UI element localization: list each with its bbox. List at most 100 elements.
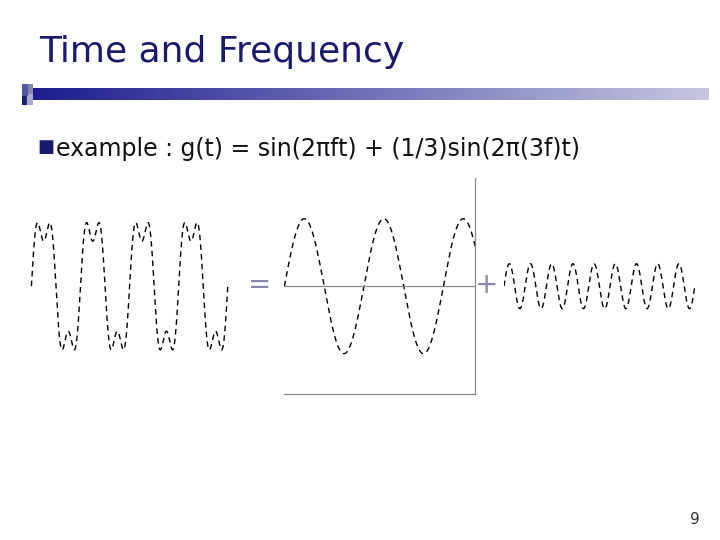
Bar	[127, 88, 131, 100]
Bar	[72, 88, 76, 100]
Bar	[93, 88, 96, 100]
Bar	[467, 88, 470, 100]
Text: ■: ■	[37, 138, 55, 156]
Bar	[521, 88, 525, 100]
Bar	[526, 88, 529, 100]
Bar	[402, 88, 406, 100]
Bar	[423, 88, 426, 100]
Bar	[652, 88, 656, 100]
Bar	[489, 88, 492, 100]
Bar	[608, 88, 612, 100]
Bar	[595, 88, 598, 100]
Bar	[508, 88, 511, 100]
Bar	[239, 88, 243, 100]
Bar	[37, 88, 41, 100]
Bar	[125, 88, 128, 100]
Bar	[622, 88, 626, 100]
Bar	[377, 88, 381, 100]
Bar	[150, 88, 153, 100]
Text: example : g(t) = sin(2πft) + (1/3)sin(2π(3f)t): example : g(t) = sin(2πft) + (1/3)sin(2π…	[56, 137, 580, 160]
Bar	[109, 88, 112, 100]
Bar	[618, 88, 621, 100]
Bar	[141, 88, 145, 100]
Bar	[647, 88, 651, 100]
Bar	[258, 88, 261, 100]
Bar	[537, 88, 541, 100]
Bar	[512, 88, 516, 100]
Bar	[166, 88, 170, 100]
Bar	[70, 88, 73, 100]
Bar	[487, 88, 490, 100]
Bar	[407, 88, 410, 100]
Bar	[551, 88, 554, 100]
Bar	[448, 88, 451, 100]
Bar	[152, 88, 156, 100]
Bar	[148, 88, 151, 100]
Bar	[634, 88, 637, 100]
Bar	[27, 84, 33, 94]
Bar	[42, 88, 46, 100]
Bar	[366, 88, 369, 100]
Bar	[363, 88, 366, 100]
Bar	[434, 88, 438, 100]
Text: 9: 9	[690, 511, 700, 526]
Bar	[91, 88, 94, 100]
Bar	[544, 88, 548, 100]
Bar	[68, 88, 71, 100]
Bar	[287, 88, 291, 100]
Bar	[384, 88, 387, 100]
Bar	[136, 88, 140, 100]
Bar	[145, 88, 149, 100]
Bar	[345, 88, 348, 100]
Bar	[546, 88, 550, 100]
Bar	[588, 88, 591, 100]
Bar	[81, 88, 85, 100]
Bar	[535, 88, 539, 100]
Bar	[308, 88, 312, 100]
Bar	[477, 88, 482, 100]
Bar	[611, 88, 614, 100]
Bar	[223, 88, 227, 100]
Bar	[393, 88, 397, 100]
Bar	[49, 88, 53, 100]
Bar	[626, 88, 630, 100]
Bar	[312, 88, 316, 100]
Bar	[54, 88, 58, 100]
Bar	[116, 88, 120, 100]
Bar	[210, 88, 213, 100]
Bar	[27, 94, 33, 105]
Bar	[310, 88, 314, 100]
Bar	[558, 88, 562, 100]
Bar	[60, 88, 64, 100]
Bar	[76, 88, 80, 100]
Bar	[237, 88, 240, 100]
Bar	[63, 88, 66, 100]
Bar	[372, 88, 376, 100]
Bar	[143, 88, 147, 100]
Bar	[471, 88, 474, 100]
Text: +: +	[475, 271, 498, 299]
Bar	[531, 88, 534, 100]
Bar	[601, 88, 605, 100]
Bar	[202, 88, 207, 100]
Bar	[572, 88, 575, 100]
Bar	[494, 88, 498, 100]
Bar	[262, 88, 266, 100]
Bar	[132, 88, 135, 100]
Bar	[333, 88, 337, 100]
Bar	[457, 88, 461, 100]
Bar	[554, 88, 557, 100]
Bar	[274, 88, 277, 100]
Bar	[171, 88, 174, 100]
Bar	[459, 88, 463, 100]
Bar	[585, 88, 589, 100]
Bar	[22, 94, 27, 105]
Bar	[505, 88, 509, 100]
Bar	[306, 88, 310, 100]
Bar	[438, 88, 442, 100]
Bar	[35, 88, 39, 100]
Bar	[343, 88, 346, 100]
Bar	[400, 88, 403, 100]
Bar	[539, 88, 544, 100]
Bar	[107, 88, 110, 100]
